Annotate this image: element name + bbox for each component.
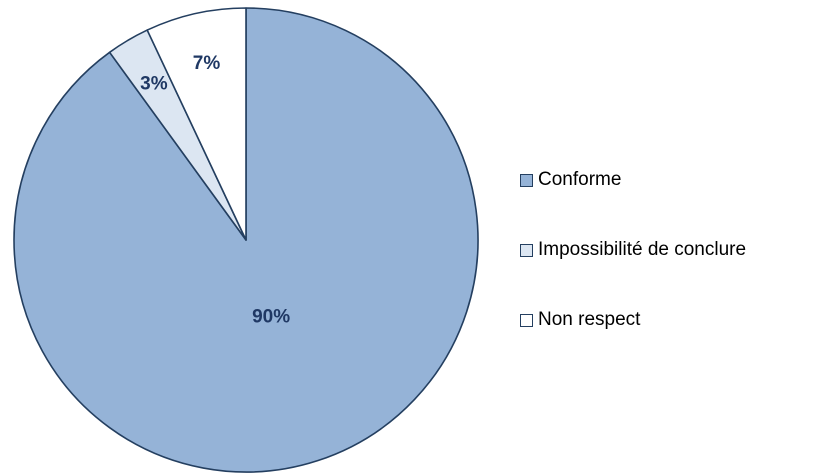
legend-item-conforme: Conforme (520, 164, 810, 196)
legend-label-non-respect: Non respect (538, 309, 641, 330)
data-label-impossibilite: 3% (140, 74, 168, 95)
legend-swatch-non-respect (520, 313, 533, 327)
pie-slice-non-respect (146, 7, 247, 241)
data-label-conforme: 90% (252, 307, 290, 328)
legend-swatch-impossibilite (520, 243, 533, 257)
legend: Conforme Impossibilité de conclure Non r… (520, 164, 810, 336)
legend-item-non-respect: Non respect (520, 304, 810, 336)
pie-slices (13, 7, 479, 473)
data-label-non-respect: 7% (193, 53, 221, 74)
legend-label-conforme: Conforme (538, 169, 622, 190)
legend-item-impossibilite: Impossibilité de conclure (520, 234, 810, 266)
pie-labels: 90% 3% 7% (140, 53, 290, 328)
legend-label-impossibilite: Impossibilité de conclure (538, 239, 747, 260)
legend-swatch-conforme (520, 173, 533, 187)
